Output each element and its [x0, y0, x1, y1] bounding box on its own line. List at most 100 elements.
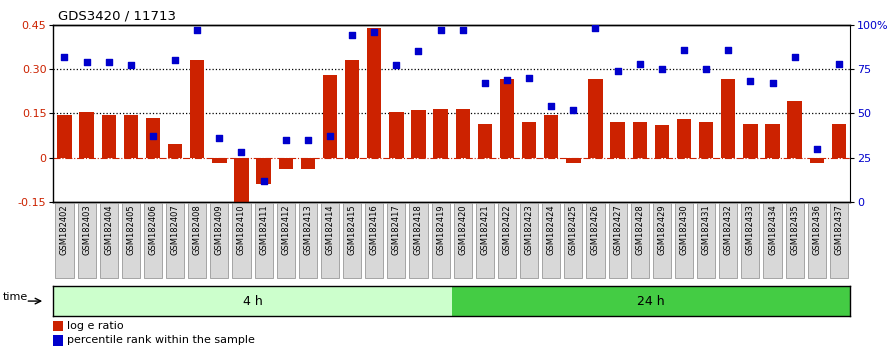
Text: GSM182427: GSM182427: [613, 204, 622, 255]
Text: GSM182433: GSM182433: [746, 204, 755, 255]
Text: GSM182434: GSM182434: [768, 204, 777, 255]
Bar: [146, 118, 160, 158]
Point: [588, 25, 603, 31]
Bar: [53, 335, 63, 346]
Bar: [79, 112, 93, 158]
Text: GSM182403: GSM182403: [82, 204, 91, 255]
Text: time: time: [3, 292, 28, 302]
Text: GSM182405: GSM182405: [126, 204, 135, 255]
Text: GSM182417: GSM182417: [392, 204, 401, 255]
FancyBboxPatch shape: [587, 203, 604, 278]
Text: log e ratio: log e ratio: [68, 321, 124, 331]
FancyBboxPatch shape: [166, 203, 184, 278]
Bar: [788, 102, 802, 158]
Text: GSM182420: GSM182420: [458, 204, 467, 255]
FancyBboxPatch shape: [542, 203, 561, 278]
Text: GSM182423: GSM182423: [524, 204, 534, 255]
FancyBboxPatch shape: [387, 203, 406, 278]
Bar: [345, 60, 360, 158]
Point: [190, 27, 205, 33]
Text: GSM182418: GSM182418: [414, 204, 423, 255]
Point: [456, 27, 470, 33]
Text: GSM182402: GSM182402: [60, 204, 69, 255]
Text: GSM182429: GSM182429: [658, 204, 667, 255]
Text: GSM182409: GSM182409: [214, 204, 224, 255]
Text: GSM182419: GSM182419: [436, 204, 445, 255]
Bar: [478, 124, 492, 158]
Text: GSM182437: GSM182437: [835, 204, 844, 255]
Text: GSM182431: GSM182431: [701, 204, 710, 255]
Bar: [168, 144, 182, 158]
Point: [101, 59, 116, 65]
Bar: [101, 115, 116, 158]
FancyBboxPatch shape: [277, 203, 295, 278]
FancyBboxPatch shape: [55, 203, 74, 278]
Point: [721, 47, 735, 52]
FancyBboxPatch shape: [365, 203, 384, 278]
Point: [655, 66, 669, 72]
Point: [677, 47, 692, 52]
Bar: [53, 286, 452, 316]
Text: GSM182407: GSM182407: [171, 204, 180, 255]
Point: [478, 80, 492, 86]
Text: GSM182421: GSM182421: [481, 204, 490, 255]
Bar: [588, 79, 603, 158]
FancyBboxPatch shape: [210, 203, 229, 278]
FancyBboxPatch shape: [122, 203, 140, 278]
Point: [234, 149, 248, 155]
Text: percentile rank within the sample: percentile rank within the sample: [68, 335, 255, 346]
FancyBboxPatch shape: [786, 203, 804, 278]
Text: GSM182432: GSM182432: [724, 204, 732, 255]
Bar: [57, 115, 72, 158]
FancyBboxPatch shape: [232, 203, 251, 278]
Bar: [256, 158, 271, 184]
FancyBboxPatch shape: [719, 203, 737, 278]
Point: [411, 48, 425, 54]
FancyBboxPatch shape: [564, 203, 582, 278]
Bar: [456, 109, 470, 158]
Text: GSM182412: GSM182412: [281, 204, 290, 255]
FancyBboxPatch shape: [808, 203, 826, 278]
Point: [146, 133, 160, 139]
FancyBboxPatch shape: [741, 203, 759, 278]
Point: [765, 80, 780, 86]
Text: GSM182430: GSM182430: [679, 204, 689, 255]
Point: [168, 57, 182, 63]
FancyBboxPatch shape: [321, 203, 339, 278]
FancyBboxPatch shape: [498, 203, 516, 278]
Bar: [765, 124, 780, 158]
Point: [500, 77, 514, 82]
Bar: [633, 122, 647, 158]
FancyBboxPatch shape: [675, 203, 693, 278]
FancyBboxPatch shape: [144, 203, 162, 278]
Bar: [234, 158, 248, 209]
Bar: [611, 122, 625, 158]
Text: GSM182406: GSM182406: [149, 204, 158, 255]
FancyBboxPatch shape: [609, 203, 627, 278]
Bar: [190, 60, 205, 158]
FancyBboxPatch shape: [409, 203, 427, 278]
Bar: [301, 158, 315, 169]
Text: GSM182411: GSM182411: [259, 204, 268, 255]
Bar: [522, 122, 537, 158]
Text: GSM182436: GSM182436: [813, 204, 821, 255]
FancyBboxPatch shape: [299, 203, 317, 278]
Point: [367, 29, 381, 35]
FancyBboxPatch shape: [255, 203, 272, 278]
Bar: [433, 109, 448, 158]
Text: 4 h: 4 h: [243, 295, 263, 308]
FancyBboxPatch shape: [652, 203, 671, 278]
FancyBboxPatch shape: [100, 203, 117, 278]
Bar: [566, 158, 580, 164]
FancyBboxPatch shape: [631, 203, 649, 278]
FancyBboxPatch shape: [697, 203, 716, 278]
Text: GSM182428: GSM182428: [635, 204, 644, 255]
Text: GSM182415: GSM182415: [348, 204, 357, 255]
Bar: [389, 112, 403, 158]
Point: [633, 61, 647, 67]
Bar: [323, 75, 337, 158]
FancyBboxPatch shape: [77, 203, 95, 278]
FancyBboxPatch shape: [454, 203, 472, 278]
Text: GSM182426: GSM182426: [591, 204, 600, 255]
Point: [832, 61, 846, 67]
